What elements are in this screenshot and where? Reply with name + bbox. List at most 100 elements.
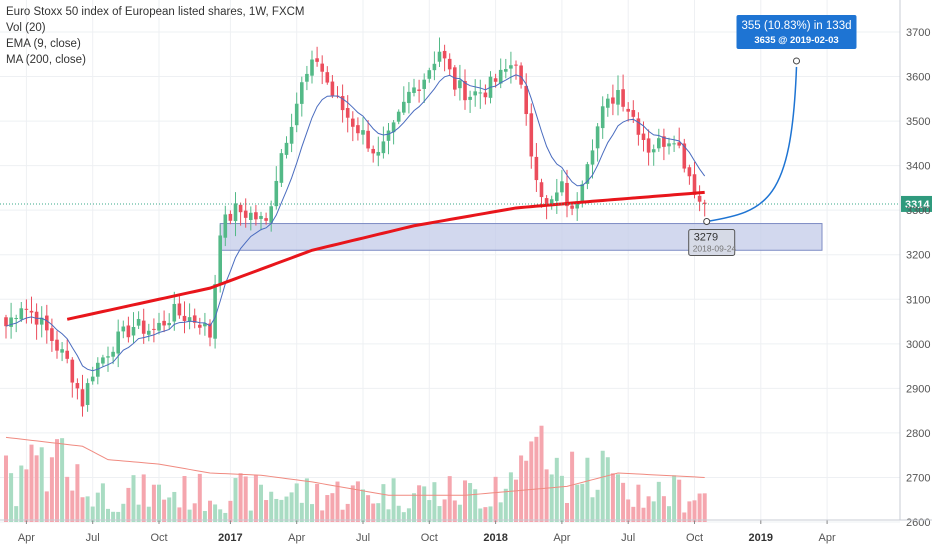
candle-body — [662, 136, 666, 147]
candle-body — [514, 64, 518, 66]
volume-bar — [350, 485, 355, 522]
volume-bar — [621, 482, 626, 522]
low-date-label: 2018-09-24 — [693, 244, 737, 254]
candle-body — [85, 383, 90, 405]
candle-body — [131, 326, 136, 336]
volume-bar — [488, 506, 493, 522]
candle-body — [483, 92, 488, 98]
candle-body — [366, 130, 370, 149]
candle-body — [657, 138, 661, 149]
candle-body — [233, 203, 238, 222]
volume-bar — [457, 504, 462, 522]
candle-body — [325, 72, 330, 83]
candle-body — [19, 308, 24, 320]
volume-bar — [80, 497, 85, 522]
volume-bar — [366, 495, 371, 522]
candle-body — [300, 82, 304, 104]
candle-body — [519, 65, 523, 85]
volume-bar — [667, 506, 671, 522]
volume-bar — [136, 504, 141, 522]
volume-bar — [641, 507, 646, 522]
volume-bar — [605, 457, 610, 522]
candle-body — [422, 79, 426, 89]
volume-bar — [519, 455, 524, 522]
volume-bar — [4, 455, 8, 522]
volume-bar — [228, 500, 233, 522]
candle-body — [407, 91, 411, 104]
candle-body — [29, 310, 34, 313]
volume-bar — [100, 483, 105, 522]
candle-body — [386, 130, 391, 141]
candle-body — [442, 50, 447, 59]
volume-bar — [463, 480, 467, 522]
volume-bar — [559, 475, 564, 522]
volume-ma-line — [5, 436, 705, 496]
candle-body — [539, 182, 544, 198]
candle-body — [616, 90, 620, 105]
volume-bar — [432, 482, 437, 522]
low-box — [688, 229, 736, 257]
candle-body — [621, 89, 625, 107]
legend: Euro Stoxx 50 index of European listed s… — [6, 4, 305, 68]
volume-bar — [442, 499, 447, 522]
ema-9-line — [5, 74, 706, 372]
y-tick-label: 2800 — [906, 428, 930, 440]
candle-body — [4, 317, 8, 327]
y-tick-label: 3400 — [906, 161, 930, 173]
volume-bar — [345, 503, 350, 522]
candle-body — [90, 376, 95, 382]
volume-bar — [111, 511, 116, 522]
candle-body — [636, 118, 641, 135]
volume-bar — [417, 485, 422, 522]
volume-bar — [539, 425, 544, 522]
candle-body — [218, 235, 222, 284]
candle-body — [631, 110, 636, 117]
volume-bar — [213, 504, 218, 522]
x-tick-label: 2019 — [749, 532, 773, 544]
candle-body — [330, 81, 335, 96]
candle-body — [468, 96, 472, 100]
candle-body — [70, 359, 75, 383]
volume-bar — [396, 505, 401, 522]
volume-bar — [223, 512, 228, 522]
volume-bar — [468, 483, 473, 522]
volume-bar — [595, 489, 600, 522]
volume-bar — [514, 479, 518, 522]
candle-body — [600, 106, 605, 129]
candle-body — [279, 153, 284, 183]
volume-bar — [85, 496, 90, 522]
y-tick-label: 2700 — [906, 472, 930, 484]
candle-body — [101, 357, 105, 364]
candle-body — [45, 315, 49, 331]
volume-bar — [447, 476, 452, 522]
candle-body — [259, 215, 263, 219]
candle-body — [223, 214, 228, 238]
volume-bar — [692, 500, 697, 522]
target-date-label: 3635 @ 2019-02-03 — [754, 35, 838, 46]
candle-body — [585, 164, 590, 184]
volume-bar — [406, 508, 411, 522]
candle-body — [249, 212, 253, 220]
volume-bar — [672, 475, 677, 522]
candle-body — [626, 108, 630, 112]
candle-body — [396, 111, 401, 122]
candle-body — [157, 322, 161, 331]
volume-bar — [580, 483, 585, 522]
x-tick-label: Apr — [18, 532, 35, 544]
volume-bar — [95, 492, 100, 522]
candle-body — [305, 73, 309, 82]
x-tick-label: Jul — [621, 532, 635, 544]
candle-body — [692, 174, 697, 195]
volume-bar — [325, 495, 330, 522]
candle-body — [310, 59, 314, 76]
candle-body — [65, 350, 69, 359]
volume-bar — [29, 444, 34, 522]
x-tick-label: 2017 — [218, 532, 242, 544]
price-tag-label: 3314 — [905, 199, 930, 211]
candle-body — [228, 213, 233, 221]
candle-body — [682, 143, 687, 169]
chart-title: Euro Stoxx 50 index of European listed s… — [6, 6, 305, 18]
volume-bar — [233, 478, 238, 522]
volume-bar — [549, 474, 554, 522]
